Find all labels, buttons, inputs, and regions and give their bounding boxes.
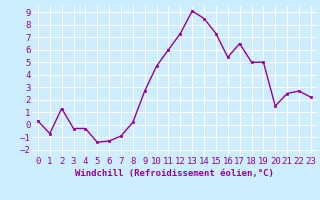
X-axis label: Windchill (Refroidissement éolien,°C): Windchill (Refroidissement éolien,°C) — [75, 169, 274, 178]
